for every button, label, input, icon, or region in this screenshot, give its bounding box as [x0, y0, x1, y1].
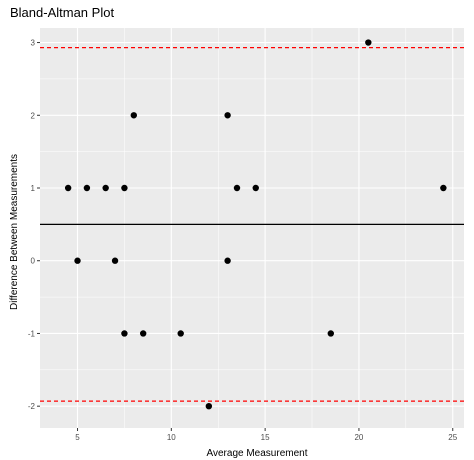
x-tick-label: 20: [354, 433, 363, 442]
data-point: [121, 330, 128, 337]
data-point: [121, 184, 128, 192]
data-point: [64, 184, 72, 192]
y-tick-label: 3: [31, 39, 36, 48]
x-tick-label: 10: [167, 433, 176, 442]
x-axis-title: Average Measurement: [207, 448, 308, 459]
x-axis-ticks: 5 10 15 20 25: [75, 428, 458, 442]
data-point: [365, 39, 372, 46]
y-axis-title: Difference Between Measurements: [9, 154, 20, 310]
reference-lines: [40, 47, 464, 402]
y-axis-ticks: -2 -1 0 1 2 3: [28, 39, 40, 411]
data-point: [177, 330, 184, 337]
y-tick-label: 1: [31, 184, 36, 193]
y-tick-label: -2: [28, 402, 36, 411]
data-points: [64, 39, 447, 410]
data-point: [224, 112, 231, 119]
data-point: [224, 257, 231, 264]
y-tick-label: 2: [31, 111, 36, 120]
data-point: [233, 184, 241, 192]
data-point: [130, 112, 138, 119]
major-gridlines: [40, 28, 464, 428]
x-tick-label: 15: [261, 433, 270, 442]
data-point: [139, 330, 147, 337]
data-point: [102, 184, 109, 192]
data-point: [74, 257, 81, 264]
data-point: [205, 402, 213, 410]
y-tick-label: -1: [28, 329, 36, 338]
x-tick-label: 25: [448, 433, 457, 442]
data-point: [252, 184, 259, 192]
data-point: [83, 184, 91, 192]
data-point: [440, 184, 447, 192]
x-tick-label: 5: [75, 433, 80, 442]
chart-title: Bland-Altman Plot: [10, 5, 114, 20]
data-point: [327, 330, 334, 337]
data-point: [111, 257, 119, 264]
y-tick-label: 0: [31, 257, 36, 266]
plot-panel: [40, 28, 464, 428]
